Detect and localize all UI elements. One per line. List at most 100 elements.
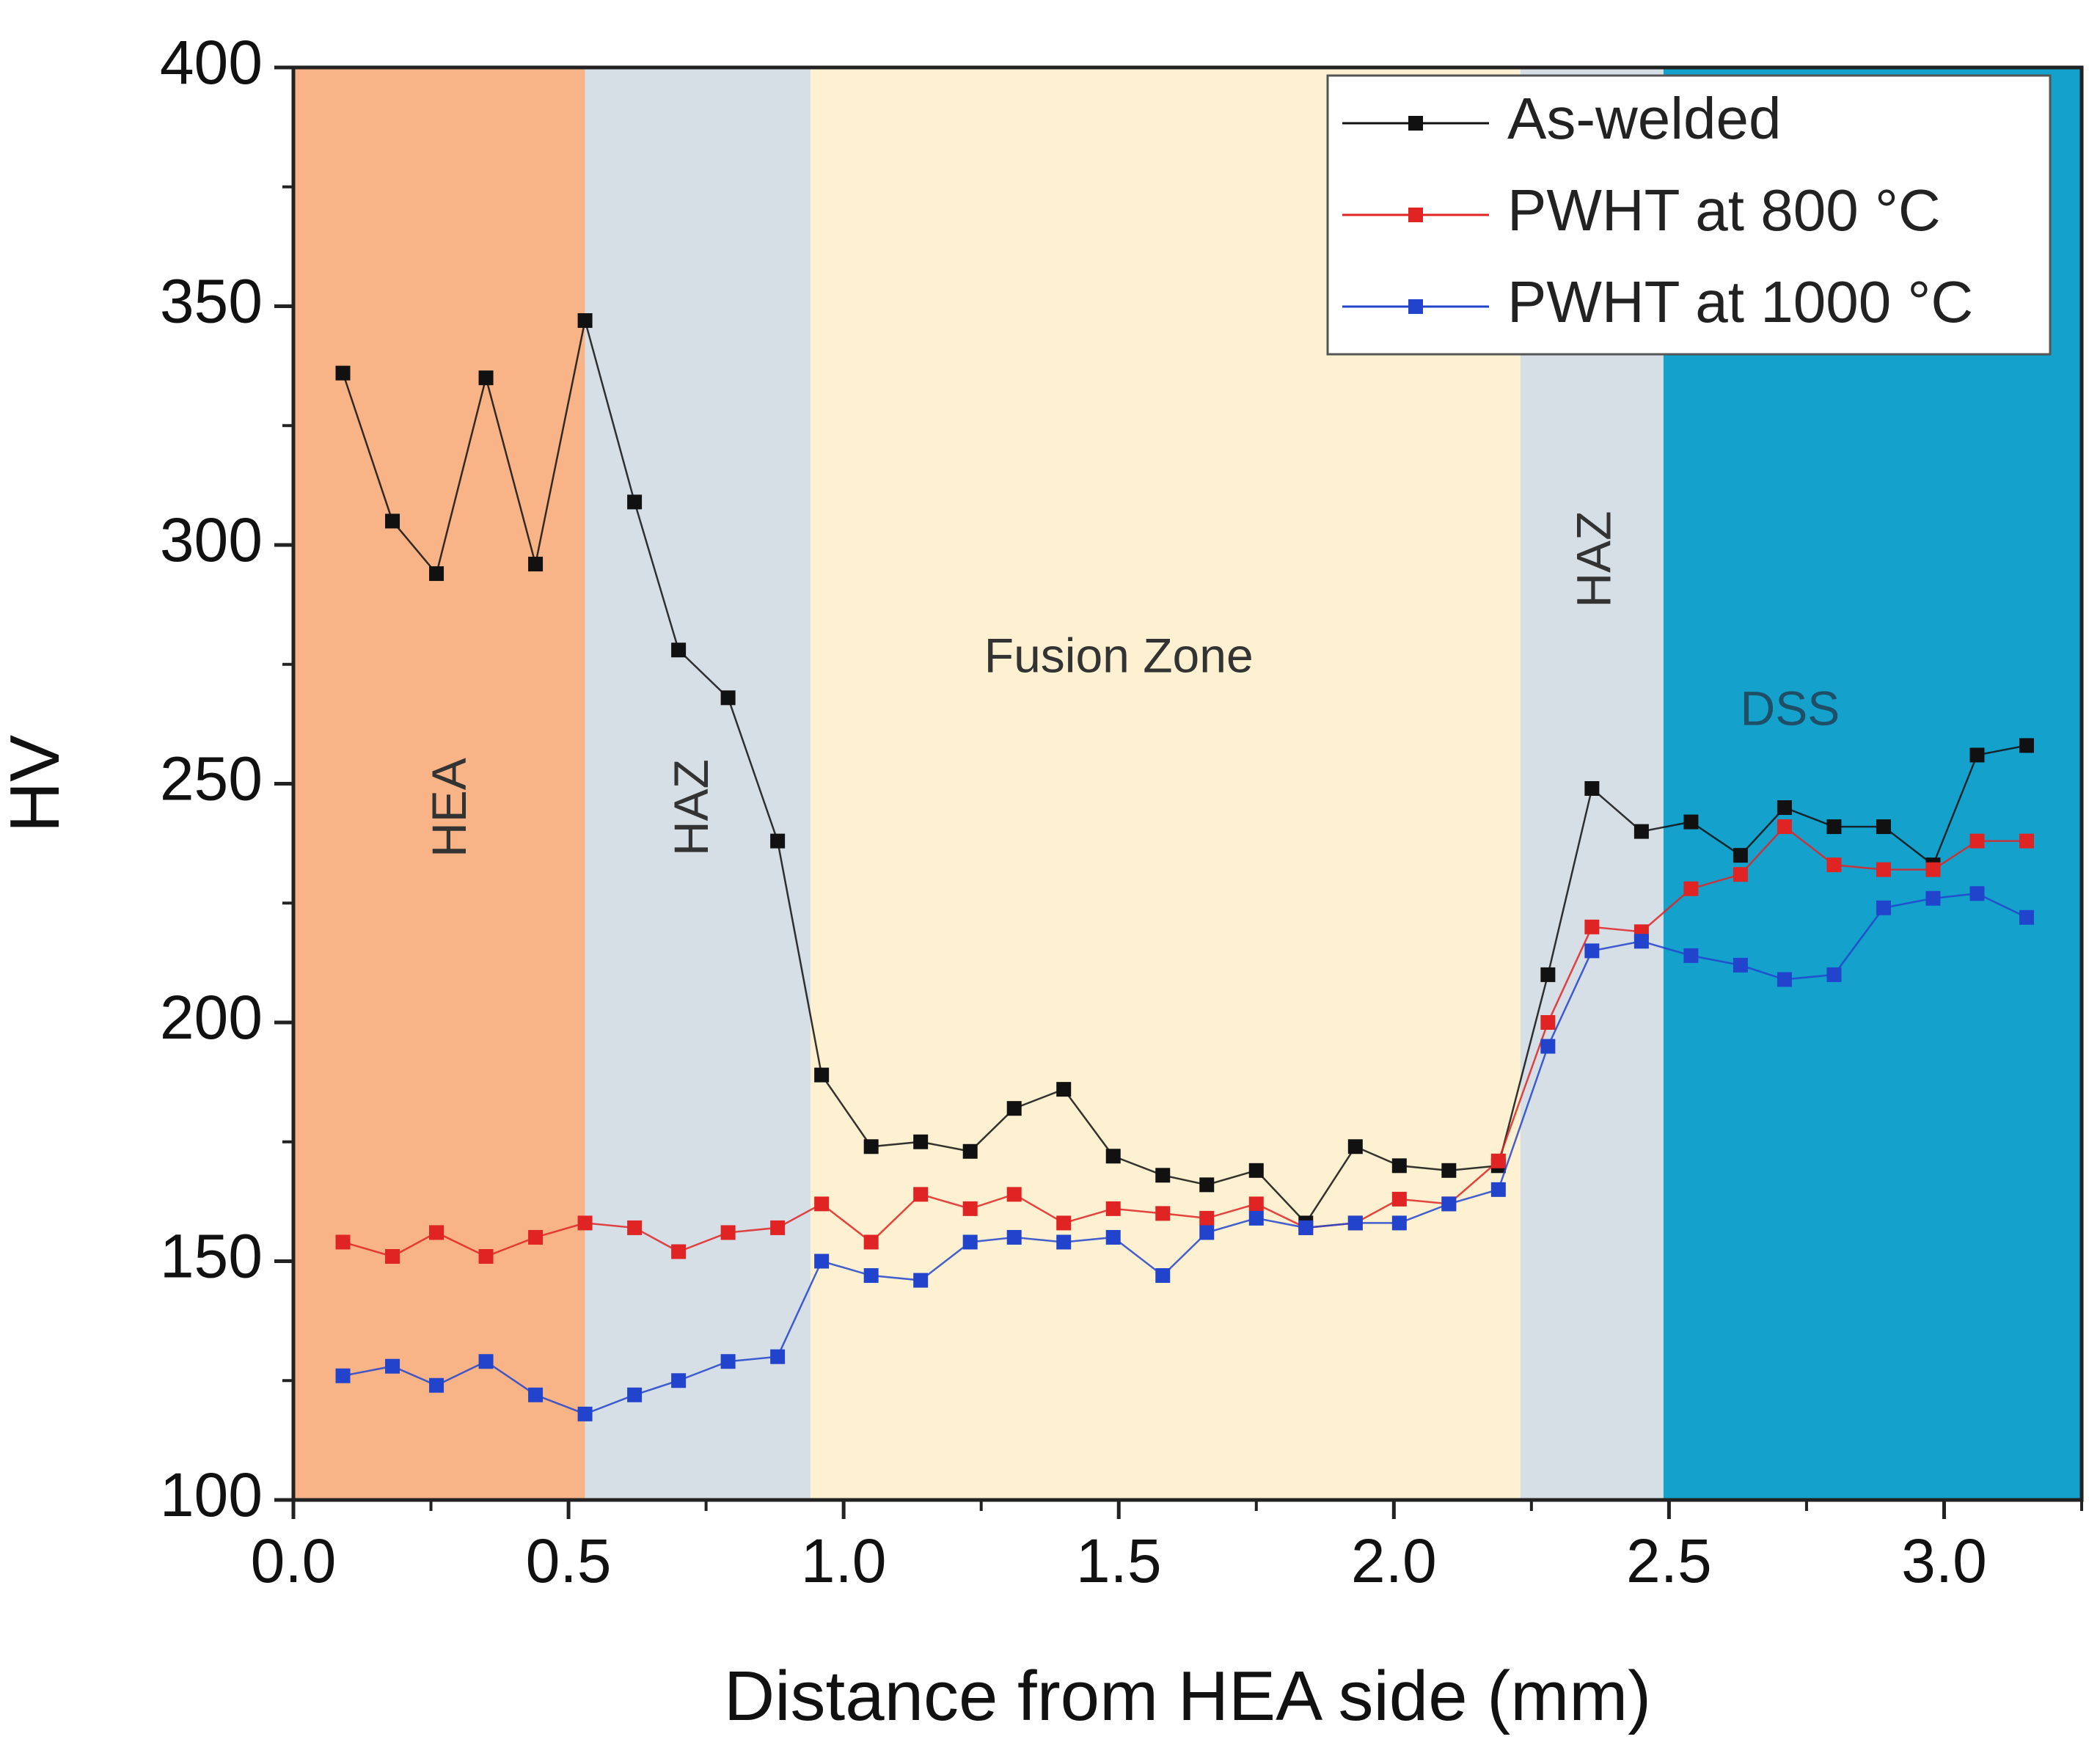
data-point-pwht-at-1000-c: [2019, 910, 2034, 925]
data-point-as-welded: [1584, 781, 1600, 797]
data-point-pwht-at-1000-c: [1733, 957, 1748, 973]
data-point-pwht-at-800-c: [577, 1215, 593, 1231]
data-point-as-welded: [1155, 1168, 1171, 1183]
data-point-pwht-at-1000-c: [671, 1373, 687, 1388]
data-point-pwht-at-1000-c: [1105, 1229, 1121, 1245]
data-point-pwht-at-1000-c: [1826, 967, 1842, 982]
data-point-pwht-at-800-c: [720, 1225, 736, 1240]
legend-marker-pwht-at-800-c: [1408, 208, 1423, 222]
data-point-pwht-at-800-c: [814, 1196, 830, 1212]
data-point-pwht-at-800-c: [1540, 1015, 1556, 1030]
data-point-pwht-at-800-c: [627, 1220, 643, 1235]
y-tick-label: 150: [160, 1222, 263, 1291]
x-tick-label: 2.5: [1626, 1526, 1712, 1595]
data-point-pwht-at-1000-c: [913, 1273, 929, 1288]
data-point-pwht-at-1000-c: [1969, 886, 1985, 901]
region-haz: [585, 67, 811, 1500]
data-point-pwht-at-1000-c: [385, 1358, 400, 1374]
data-point-pwht-at-1000-c: [770, 1349, 786, 1364]
data-point-pwht-at-1000-c: [1490, 1182, 1506, 1197]
data-point-as-welded: [1633, 824, 1649, 839]
data-point-pwht-at-1000-c: [1347, 1215, 1363, 1231]
series-line-pwht-at-1000-c: [343, 892, 2027, 1416]
legend: As-welded PWHT at 800 °C PWHT at 1000 °C: [1326, 74, 2052, 356]
series-as-welded: [335, 313, 2034, 1231]
data-point-as-welded: [814, 1067, 830, 1083]
data-point-as-welded: [478, 370, 494, 386]
data-point-pwht-at-1000-c: [863, 1268, 879, 1284]
data-point-as-welded: [577, 313, 593, 329]
data-point-pwht-at-800-c: [770, 1220, 786, 1235]
series-pwht-at-1000-c: [335, 886, 2034, 1421]
data-point-as-welded: [1777, 800, 1792, 816]
data-point-pwht-at-800-c: [1826, 857, 1842, 873]
zone-labels: HEA HAZ Fusion Zone HAZ DSS: [422, 511, 1840, 857]
data-point-as-welded: [913, 1134, 929, 1149]
data-point-pwht-at-1000-c: [1199, 1225, 1215, 1240]
x-tick-label: 0.0: [251, 1526, 337, 1595]
data-point-pwht-at-800-c: [1199, 1210, 1215, 1226]
data-point-pwht-at-800-c: [1248, 1196, 1264, 1212]
region-label-fusion-zone: Fusion Zone: [984, 629, 1254, 683]
data-point-pwht-at-1000-c: [1876, 900, 1891, 915]
region-label-haz: HAZ: [664, 759, 718, 856]
data-point-pwht-at-800-c: [1105, 1201, 1121, 1216]
data-point-as-welded: [863, 1139, 879, 1154]
data-point-pwht-at-1000-c: [1540, 1039, 1556, 1054]
data-point-pwht-at-1000-c: [1777, 972, 1792, 987]
data-point-pwht-at-1000-c: [1155, 1268, 1171, 1284]
data-point-pwht-at-800-c: [1969, 833, 1985, 849]
data-point-pwht-at-1000-c: [1056, 1234, 1072, 1250]
data-point-pwht-at-1000-c: [577, 1406, 593, 1421]
data-point-pwht-at-800-c: [1490, 1153, 1506, 1168]
data-point-pwht-at-800-c: [1683, 881, 1699, 896]
data-point-as-welded: [429, 566, 444, 582]
data-point-pwht-at-800-c: [1056, 1215, 1072, 1231]
data-point-as-welded: [1391, 1158, 1407, 1174]
data-point-as-welded: [1540, 967, 1556, 982]
y-tick-label: 200: [160, 983, 263, 1052]
data-point-as-welded: [1683, 814, 1699, 830]
data-point-pwht-at-800-c: [335, 1234, 351, 1250]
y-tick-label: 100: [160, 1460, 263, 1529]
data-point-pwht-at-1000-c: [478, 1354, 494, 1369]
x-tick-label: 1.0: [801, 1526, 887, 1595]
legend-marker-as-welded: [1408, 116, 1423, 131]
data-point-pwht-at-800-c: [429, 1225, 444, 1240]
data-point-as-welded: [1969, 747, 1985, 763]
x-axis-label: Distance from HEA side (mm): [724, 1657, 1651, 1735]
y-tick-label: 400: [160, 28, 263, 97]
axes: 0.0 0.5 1.0 1.5 2.0 2.5 3.0 100 150 200 250 300 350 4…: [160, 28, 2083, 1595]
data-point-pwht-at-1000-c: [1248, 1210, 1264, 1226]
data-point-pwht-at-800-c: [1876, 862, 1891, 877]
x-tick-label: 3.0: [1901, 1526, 1987, 1595]
series-line-pwht-at-800-c: [343, 825, 2027, 1258]
data-point-pwht-at-1000-c: [335, 1368, 351, 1383]
data-point-pwht-at-1000-c: [814, 1254, 830, 1269]
data-point-as-welded: [962, 1143, 978, 1159]
data-point-pwht-at-1000-c: [720, 1354, 736, 1369]
data-point-pwht-at-800-c: [962, 1201, 978, 1216]
region-label-haz: HAZ: [1566, 511, 1620, 608]
data-point-pwht-at-1000-c: [962, 1234, 978, 1250]
data-point-pwht-at-1000-c: [1584, 943, 1600, 959]
data-point-as-welded: [528, 557, 544, 572]
y-tick-label: 350: [160, 267, 263, 336]
data-point-as-welded: [1733, 848, 1748, 863]
data-point-as-welded: [1006, 1101, 1022, 1116]
data-point-pwht-at-1000-c: [429, 1377, 444, 1393]
legend-label-pwht-at-1000-c: PWHT at 1000 °C: [1507, 269, 1973, 334]
legend-label-pwht-at-800-c: PWHT at 800 °C: [1507, 178, 1941, 243]
data-point-pwht-at-800-c: [2019, 833, 2034, 849]
data-point-pwht-at-1000-c: [528, 1387, 544, 1402]
data-point-pwht-at-800-c: [528, 1229, 544, 1245]
data-point-pwht-at-1000-c: [1633, 934, 1649, 949]
data-point-as-welded: [627, 494, 643, 510]
data-point-as-welded: [1347, 1139, 1363, 1154]
data-point-pwht-at-1000-c: [1298, 1220, 1314, 1235]
data-point-pwht-at-800-c: [1006, 1187, 1022, 1202]
data-point-as-welded: [1441, 1163, 1457, 1178]
data-point-pwht-at-800-c: [1391, 1191, 1407, 1207]
